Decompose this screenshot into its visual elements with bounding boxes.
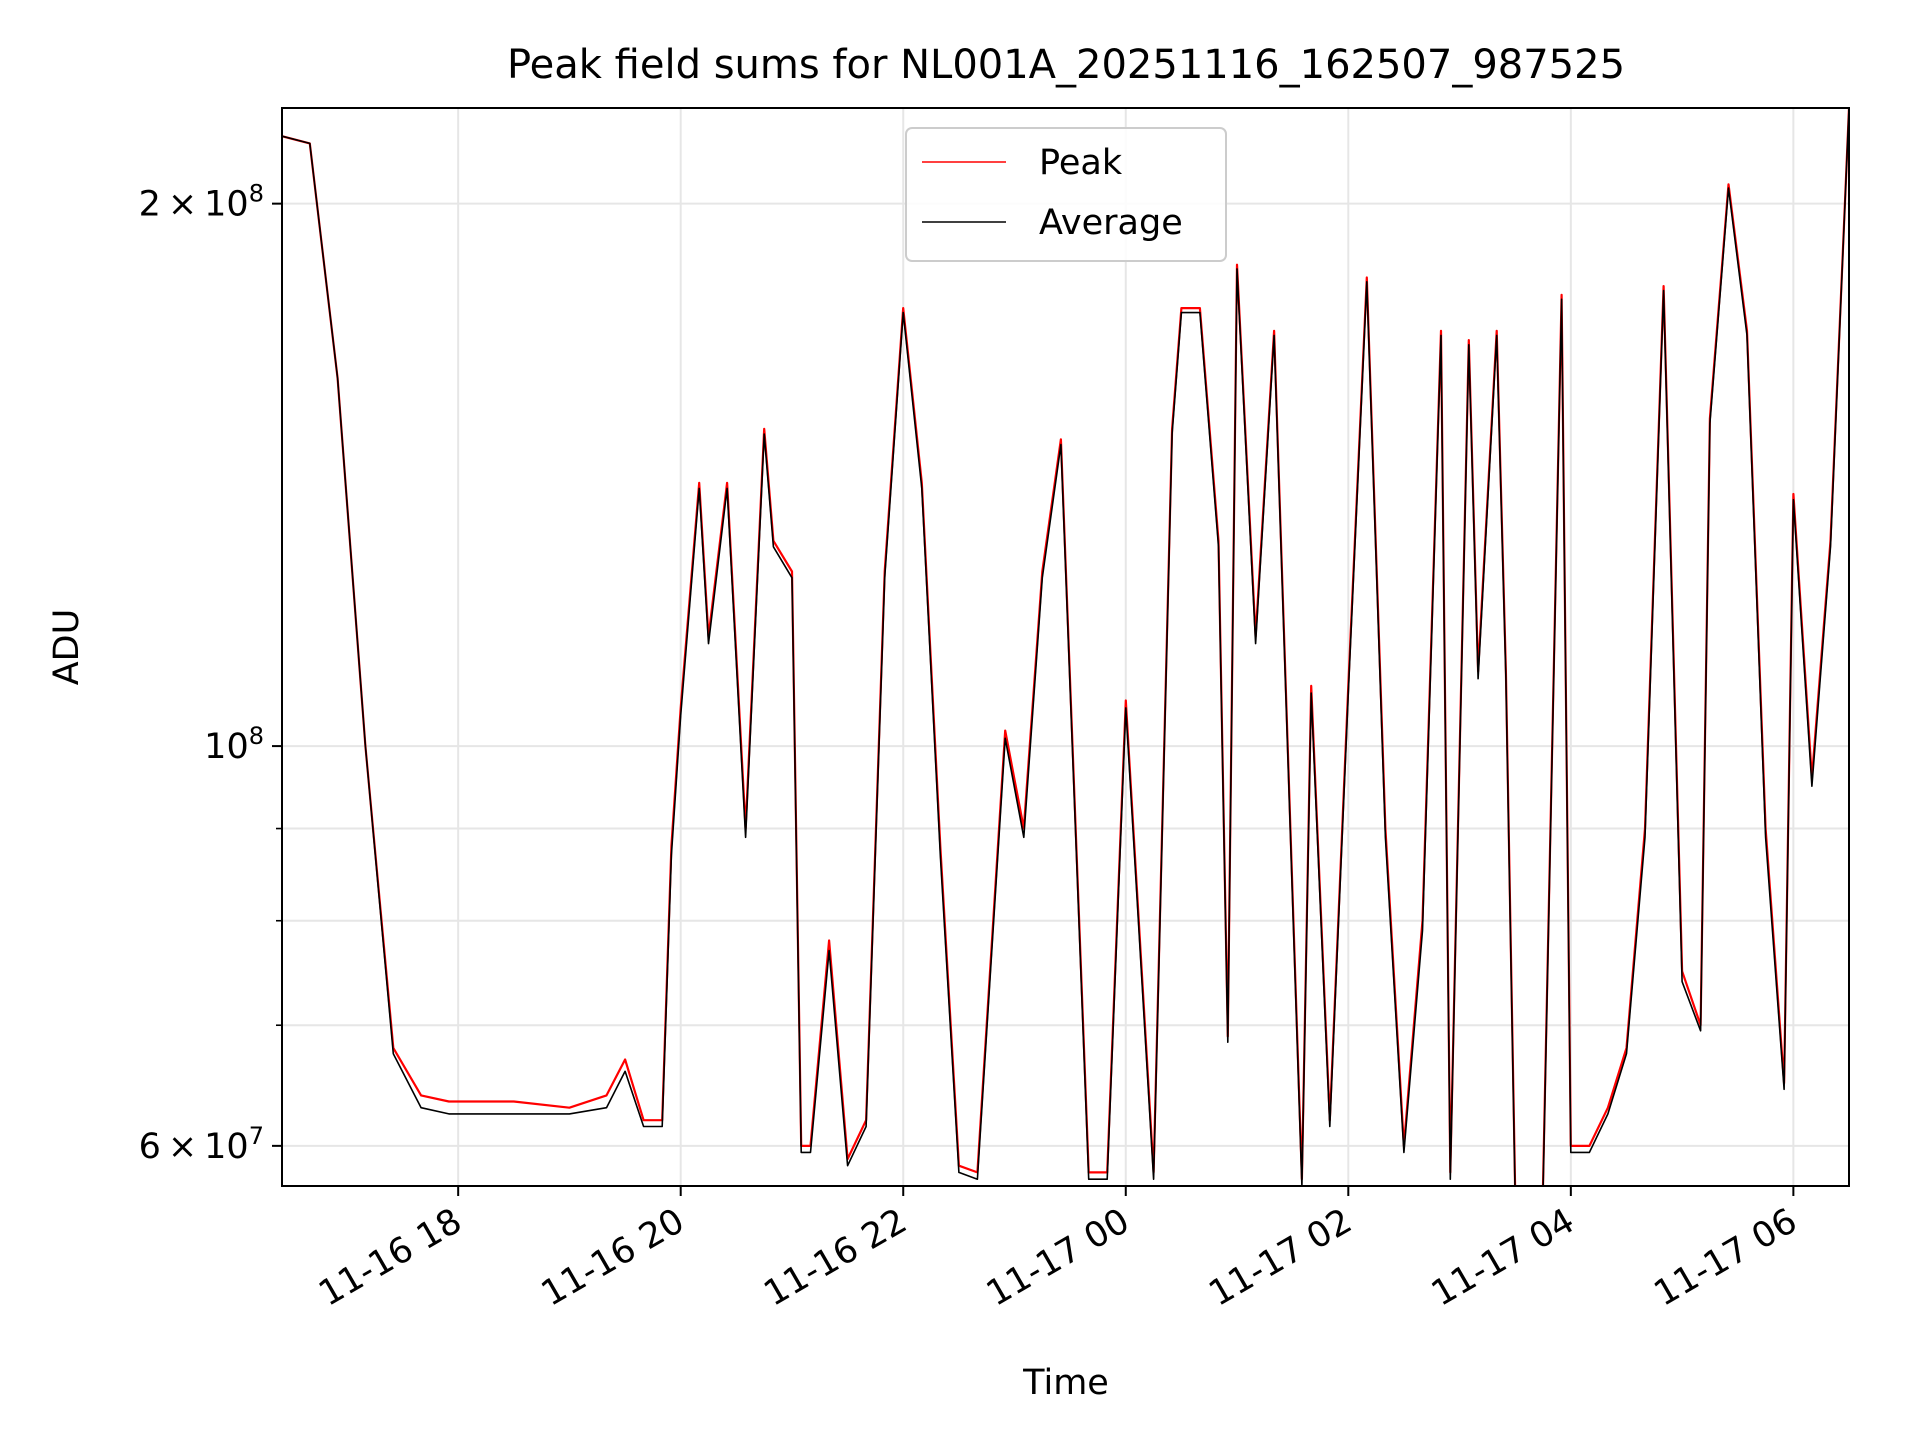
- plot-frame: [281, 107, 1850, 1187]
- y-tick-label: 2 × 108: [139, 180, 264, 225]
- series-line-average: [282, 108, 1849, 1186]
- legend-peak-label: Peak: [1039, 143, 1123, 183]
- chart-title: Peak field sums for NL001A_20251116_1625…: [507, 42, 1625, 88]
- y-tick-label: 6 × 107: [139, 1122, 264, 1167]
- y-tick-label: 108: [204, 722, 264, 767]
- series-layer: [282, 108, 1849, 1186]
- y-axis-label: ADU: [47, 609, 87, 686]
- y-axis: 6 × 107 108 2 × 108: [139, 180, 282, 1167]
- legend: Peak Average: [905, 127, 1227, 262]
- x-axis-label: Time: [1022, 1363, 1109, 1403]
- legend-average-label: Average: [1039, 203, 1183, 243]
